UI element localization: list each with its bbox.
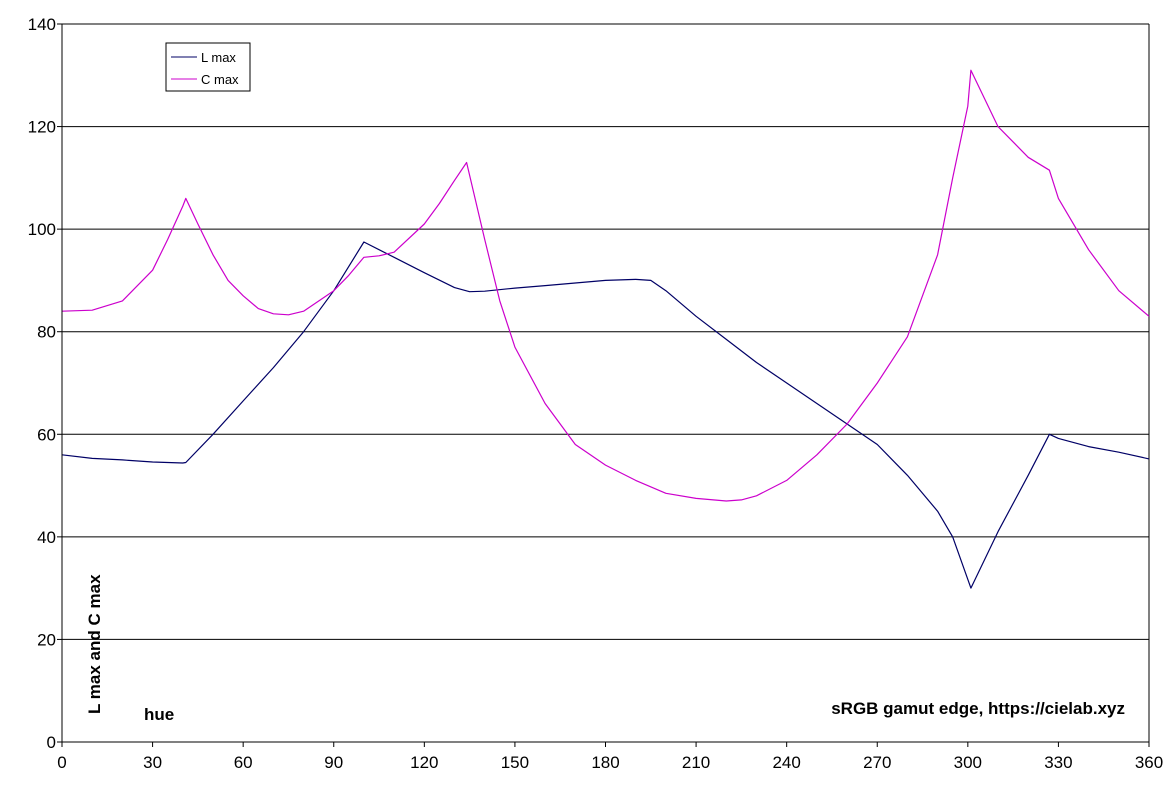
y-tick-label: 100 — [28, 220, 56, 239]
x-tick-label: 210 — [682, 753, 710, 772]
y-axis-title: L max and C max — [85, 574, 104, 714]
grid-lines — [62, 23, 1150, 743]
x-axis-ticks: 0 30 60 90 120 150 180 210 240 270 300 330 360 — [57, 742, 1163, 772]
legend-label-l-max: L max — [201, 50, 236, 65]
series-line-l-max — [61, 241, 1150, 589]
legend-box — [165, 42, 251, 92]
chart-annotation: sRGB gamut edge, https://cielab.xyz — [831, 699, 1125, 718]
series-layer — [61, 69, 1150, 589]
x-tick-label: 270 — [863, 753, 891, 772]
y-tick-label: 0 — [47, 733, 56, 752]
y-tick-label: 140 — [28, 15, 56, 34]
x-tick-label: 330 — [1044, 753, 1072, 772]
x-tick-label: 300 — [954, 753, 982, 772]
x-tick-label: 60 — [234, 753, 253, 772]
legend: L max C max — [165, 42, 251, 92]
series-line-c-max — [61, 69, 1150, 502]
y-axis-ticks: 0 20 40 60 80 100 120 140 — [28, 15, 62, 752]
x-tick-label: 120 — [410, 753, 438, 772]
y-tick-label: 60 — [37, 425, 56, 444]
y-tick-label: 40 — [37, 528, 56, 547]
legend-label-c-max: C max — [201, 72, 239, 87]
x-tick-label: 90 — [324, 753, 343, 772]
x-tick-label: 150 — [501, 753, 529, 772]
plot-area — [62, 24, 1149, 742]
x-tick-label: 180 — [591, 753, 619, 772]
x-tick-label: 30 — [143, 753, 162, 772]
x-axis-title: hue — [144, 705, 174, 724]
x-tick-label: 360 — [1135, 753, 1163, 772]
x-tick-label: 0 — [57, 753, 66, 772]
x-tick-label: 240 — [772, 753, 800, 772]
y-tick-label: 20 — [37, 630, 56, 649]
y-tick-label: 80 — [37, 323, 56, 342]
y-tick-label: 120 — [28, 118, 56, 137]
